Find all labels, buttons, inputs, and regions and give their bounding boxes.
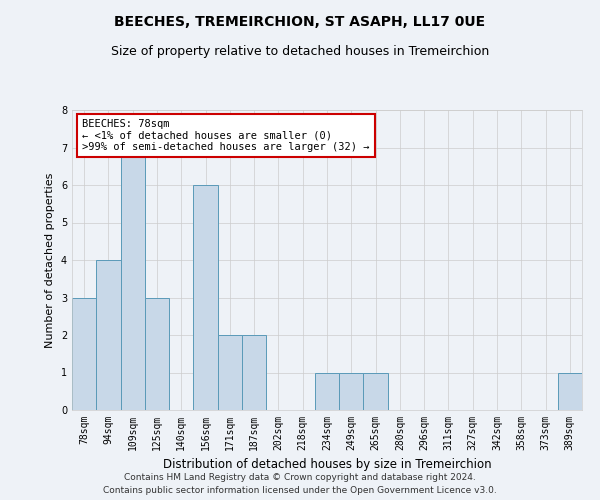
Bar	[242, 335, 266, 410]
Bar	[364, 372, 388, 410]
Text: Contains public sector information licensed under the Open Government Licence v3: Contains public sector information licen…	[103, 486, 497, 495]
Bar	[96, 260, 121, 410]
Bar	[315, 372, 339, 410]
Y-axis label: Number of detached properties: Number of detached properties	[46, 172, 55, 348]
Text: Size of property relative to detached houses in Tremeirchion: Size of property relative to detached ho…	[111, 45, 489, 58]
Text: BEECHES, TREMEIRCHION, ST ASAPH, LL17 0UE: BEECHES, TREMEIRCHION, ST ASAPH, LL17 0U…	[115, 15, 485, 29]
Bar	[72, 298, 96, 410]
Text: Contains HM Land Registry data © Crown copyright and database right 2024.: Contains HM Land Registry data © Crown c…	[124, 474, 476, 482]
Bar	[193, 185, 218, 410]
Bar	[145, 298, 169, 410]
Bar	[121, 148, 145, 410]
Text: BEECHES: 78sqm
← <1% of detached houses are smaller (0)
>99% of semi-detached ho: BEECHES: 78sqm ← <1% of detached houses …	[82, 119, 370, 152]
Bar	[558, 372, 582, 410]
Bar	[339, 372, 364, 410]
Bar	[218, 335, 242, 410]
X-axis label: Distribution of detached houses by size in Tremeirchion: Distribution of detached houses by size …	[163, 458, 491, 471]
